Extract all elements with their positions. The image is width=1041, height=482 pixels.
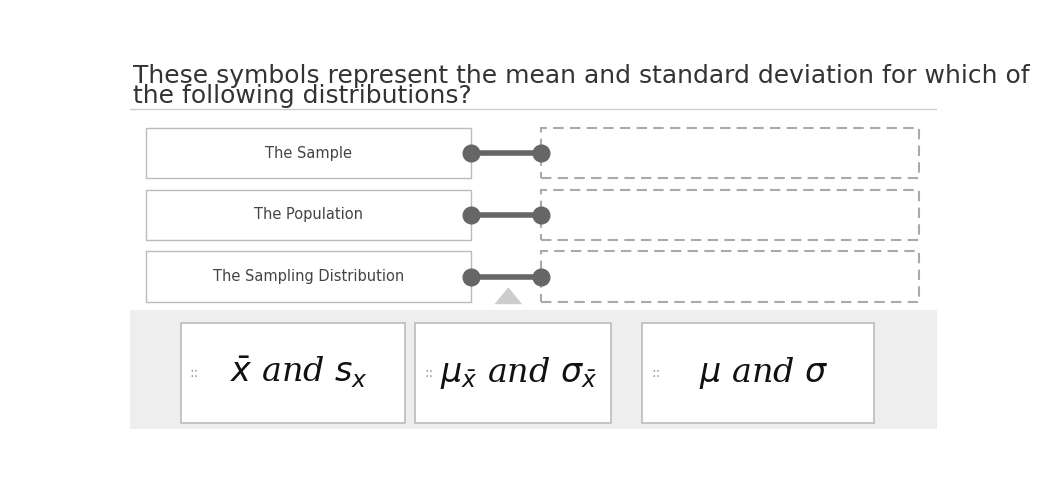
Bar [130,309,937,429]
Text: ::: :: [189,366,199,380]
Bar [541,128,919,178]
Text: The Sample: The Sample [264,146,352,161]
Text: $\bar{x}$ and $s_x$: $\bar{x}$ and $s_x$ [230,355,369,390]
Bar [641,323,874,423]
Text: The Sampling Distribution: The Sampling Distribution [212,269,404,284]
Text: $\mu$ and $\sigma$: $\mu$ and $\sigma$ [700,355,829,391]
Bar [146,128,472,178]
Text: The Population: The Population [254,207,363,222]
Bar [541,252,919,302]
Bar [415,323,611,423]
Bar [541,190,919,240]
Bar [180,323,405,423]
Text: ::: :: [425,366,434,380]
Text: These symbols represent the mean and standard deviation for which of: These symbols represent the mean and sta… [133,64,1030,88]
Text: ::: :: [651,366,660,380]
Bar [146,252,472,302]
Bar [146,190,472,240]
Text: $\mu_{\bar{x}}$ and $\sigma_{\bar{x}}$: $\mu_{\bar{x}}$ and $\sigma_{\bar{x}}$ [440,355,598,391]
Text: the following distributions?: the following distributions? [133,84,472,108]
Polygon shape [494,287,523,304]
